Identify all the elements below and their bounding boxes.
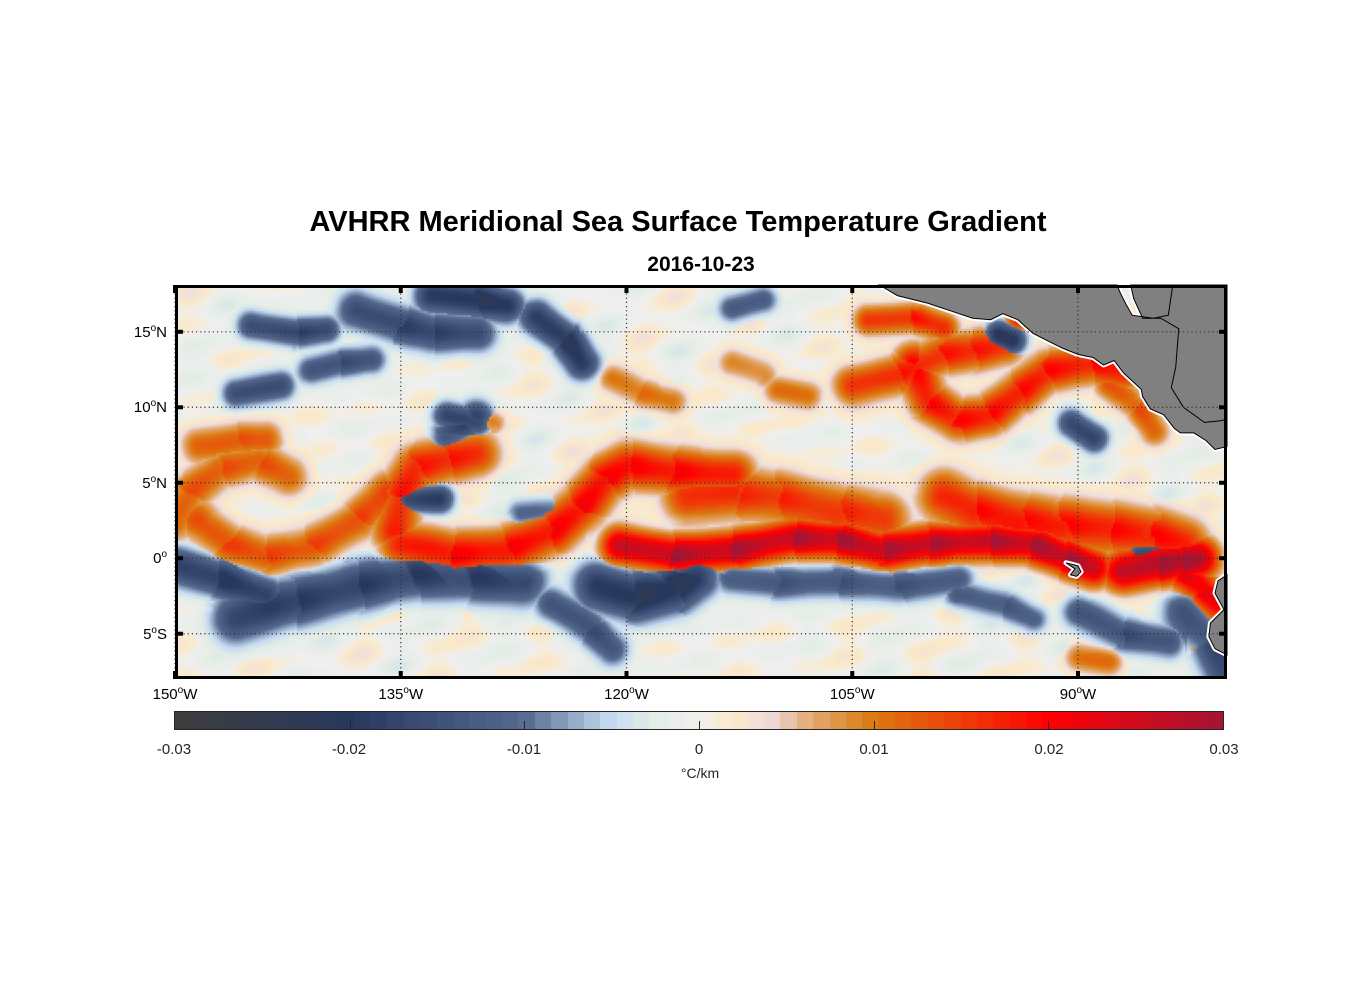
colorbar-tick-label: -0.03 bbox=[156, 741, 192, 758]
x-tick-label: 150oW bbox=[152, 685, 198, 703]
map-frame bbox=[175, 285, 1227, 679]
y-tick-label: 5oN bbox=[142, 473, 167, 492]
colorbar-label: °C/km bbox=[680, 765, 720, 781]
x-tick-label: 120oW bbox=[604, 685, 649, 703]
colorbar-tick-label: -0.01 bbox=[506, 741, 542, 758]
colorbar-tick-mark bbox=[699, 721, 700, 729]
colorbar-tick-mark bbox=[873, 721, 875, 729]
sst-gradient-field bbox=[175, 285, 1227, 679]
colorbar-tick-label: 0.03 bbox=[1209, 741, 1239, 758]
y-tick-label: 5oS bbox=[143, 624, 167, 643]
colorbar-tick-label: 0.02 bbox=[1034, 741, 1064, 758]
colorbar-gradient bbox=[175, 712, 1223, 729]
y-tick-label: 0o bbox=[153, 549, 167, 568]
colorbar-tick-mark bbox=[1048, 721, 1050, 729]
colorbar-tick-label: 0.01 bbox=[859, 741, 889, 758]
map-overlay bbox=[173, 282, 1230, 679]
x-tick-label: 90oW bbox=[1059, 685, 1097, 703]
colorbar-tick-label: 0 bbox=[694, 741, 704, 758]
x-tick-label: 105oW bbox=[829, 685, 875, 703]
colorbar-tick-mark bbox=[349, 721, 351, 729]
colorbar bbox=[174, 711, 1224, 730]
y-tick-label: 10oN bbox=[133, 398, 167, 417]
colorbar-tick-label: -0.02 bbox=[331, 741, 367, 758]
chart-title: AVHRR Meridional Sea Surface Temperature… bbox=[309, 206, 1047, 238]
land-mass-2 bbox=[1065, 562, 1082, 577]
colorbar-tick-mark bbox=[524, 721, 526, 729]
land-mass-0 bbox=[877, 284, 1228, 451]
x-tick-label: 135oW bbox=[378, 685, 424, 703]
chart-subtitle: 2016-10-23 bbox=[647, 253, 755, 276]
y-tick-label: 15oN bbox=[133, 322, 167, 341]
map-plot-area bbox=[173, 282, 1230, 679]
